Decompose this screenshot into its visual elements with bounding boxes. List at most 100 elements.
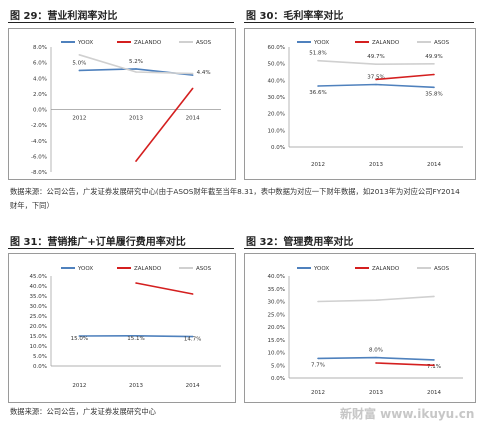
fig29-legend-zalando: ZALANDO [134, 40, 162, 46]
fig30-data-label-yoox: 36.6% [309, 90, 326, 96]
fig29-ytick-label: 8.0% [33, 45, 47, 51]
fig30-point-asos [317, 59, 319, 62]
fig32-point-yoox [433, 359, 435, 361]
fig31-data-label-yoox: 14.7% [184, 337, 201, 343]
fig30-point-asos [375, 63, 377, 65]
fig29-point-asos [78, 54, 81, 56]
fig29-point-asos [135, 71, 137, 73]
fig32-point-yoox [375, 356, 377, 359]
fig30-ytick-label: 40.0% [268, 78, 285, 84]
fig30-point-yoox [317, 85, 319, 87]
fig29-data-label-yoox: 4.4% [197, 70, 211, 76]
fig32-ytick-label: 20.0% [268, 325, 285, 331]
fig31-chart: 0.0% 5.0% 10.0% 15.0% 20.0% 25.0% 30.0% 35.0% 40… [8, 253, 236, 403]
fig32-plot: 0.0% 5.0% 10.0% 15.0% 20.0% 25.0% 30.0% 35.0% 40… [268, 266, 463, 396]
fig31-plot: 0.0% 5.0% 10.0% 15.0% 20.0% 25.0% 30.0% 35.0% 40… [30, 266, 221, 389]
fig29-ytick-label: 0.0% [33, 108, 47, 114]
fig32-title: 图 32：管理费用率对比 [246, 237, 354, 248]
source-note-bottom: 数据来源：公司公告，广发证券发展研究中心 [10, 407, 156, 416]
fig30-xtick-label: 2013 [369, 162, 383, 168]
fig32-chart: 0.0% 5.0% 10.0% 15.0% 20.0% 25.0% 30.0% 35.0% 40… [244, 253, 476, 403]
fig29-xtick-label: 2013 [129, 116, 143, 122]
fig30-data-label-yoox: 35.8% [425, 91, 442, 97]
fig29-ytick-label: 6.0% [33, 61, 47, 67]
fig29-legend-asos: ASOS [196, 40, 212, 46]
fig32-ytick-label: 0.0% [271, 376, 285, 382]
fig30-point-zalando [375, 78, 377, 81]
fig32-ytick-label: 10.0% [268, 351, 285, 357]
fig31-point-yoox [78, 335, 81, 337]
source-note-top-line2: 财年，下同） [10, 201, 54, 210]
fig31-point-yoox [191, 335, 194, 338]
fig30-xtick-label: 2012 [311, 162, 325, 168]
fig29-xtick-label: 2014 [186, 116, 200, 122]
fig29-ytick-label: -2.0% [31, 123, 47, 129]
fig29-title-rule [8, 22, 234, 23]
fig31-xtick-label: 2014 [186, 383, 200, 389]
fig30-xtick-label: 2014 [427, 162, 441, 168]
fig32-legend-yoox: YOOX [313, 266, 329, 272]
fig32-point-zalando [375, 362, 377, 364]
fig31-point-zalando [191, 293, 194, 295]
fig31-legend-asos: ASOS [196, 266, 212, 272]
fig31-ytick-label: 45.0% [30, 274, 47, 280]
fig32-ytick-label: 15.0% [268, 338, 285, 344]
fig30-data-label-yoox: 37.5% [367, 75, 384, 81]
fig31-ytick-label: 35.0% [30, 294, 47, 300]
fig30-point-zalando [433, 73, 435, 76]
fig30-legend-yoox: YOOX [313, 40, 329, 46]
fig30-data-label-asos: 49.9% [425, 54, 442, 60]
fig31-data-label-yoox: 15.1% [127, 336, 144, 342]
fig31-ytick-label: 10.0% [30, 344, 47, 350]
fig31-legend-zalando: ZALANDO [134, 266, 162, 272]
fig32-ytick-label: 25.0% [268, 312, 285, 318]
fig29-data-label-yoox: 5.0% [72, 60, 86, 66]
fig32-data-label-yoox: 7.1% [427, 364, 441, 370]
fig30-ytick-label: 0.0% [271, 145, 285, 151]
fig31-point-yoox [135, 335, 137, 337]
fig29-ytick-label: -4.0% [31, 139, 47, 145]
fig31-ytick-label: 30.0% [30, 304, 47, 310]
fig29-ytick-label: -6.0% [31, 154, 47, 160]
fig32-xtick-label: 2014 [427, 390, 441, 396]
fig29-title: 图 29：营业利润率对比 [10, 11, 118, 22]
fig31-ytick-label: 15.0% [30, 334, 47, 340]
fig32-point-yoox [317, 357, 319, 360]
fig32-ytick-label: 30.0% [268, 300, 285, 306]
source-note-top-line1: 数据来源：公司公告，广发证券发展研究中心(由于ASOS财年截至当年8.31，表中… [10, 187, 460, 196]
fig29-point-zalando [191, 87, 194, 90]
fig31-ytick-label: 25.0% [30, 314, 47, 320]
fig32-point-asos [375, 299, 377, 302]
fig29-ytick-label: 2.0% [33, 92, 47, 98]
fig29-point-yoox [135, 68, 137, 70]
fig32-data-label-yoox: 8.0% [369, 348, 383, 354]
fig32-legend-asos: ASOS [434, 266, 450, 272]
fig30-ytick-label: 60.0% [268, 45, 285, 51]
fig32-title-rule [244, 248, 474, 249]
fig29-legend-yoox: YOOX [77, 40, 93, 46]
fig29-ytick-label: 4.0% [33, 76, 47, 82]
fig31-ytick-label: 40.0% [30, 284, 47, 290]
fig31-ytick-label: 0.0% [33, 364, 47, 370]
fig30-legend-zalando: ZALANDO [372, 40, 400, 46]
fig29-xtick-label: 2012 [72, 116, 86, 122]
fig29-plot: -8.0% -6.0% -4.0% -2.0% 0.0% 2.0% 4.0% 6.0% 8.0%… [31, 40, 221, 176]
fig29-point-yoox [191, 74, 194, 76]
fig30-ytick-label: 50.0% [268, 62, 285, 68]
fig29-point-zalando [135, 160, 137, 162]
fig29-point-asos [191, 72, 194, 75]
fig32-xtick-label: 2012 [311, 390, 325, 396]
fig32-ytick-label: 35.0% [268, 287, 285, 293]
fig32-data-label-yoox: 7.7% [311, 362, 325, 368]
fig31-xtick-label: 2013 [129, 383, 143, 389]
fig31-point-zalando [135, 282, 137, 284]
fig32-line-zalando [375, 362, 435, 367]
fig29-point-yoox [78, 69, 81, 72]
fig30-ytick-label: 30.0% [268, 95, 285, 101]
fig32-point-asos [433, 295, 435, 298]
fig30-point-yoox [433, 86, 435, 89]
fig31-title-rule [8, 248, 234, 249]
fig30-legend-asos: ASOS [434, 40, 450, 46]
fig31-data-label-yoox: 15.0% [71, 336, 88, 342]
fig30-title-rule [244, 22, 474, 23]
